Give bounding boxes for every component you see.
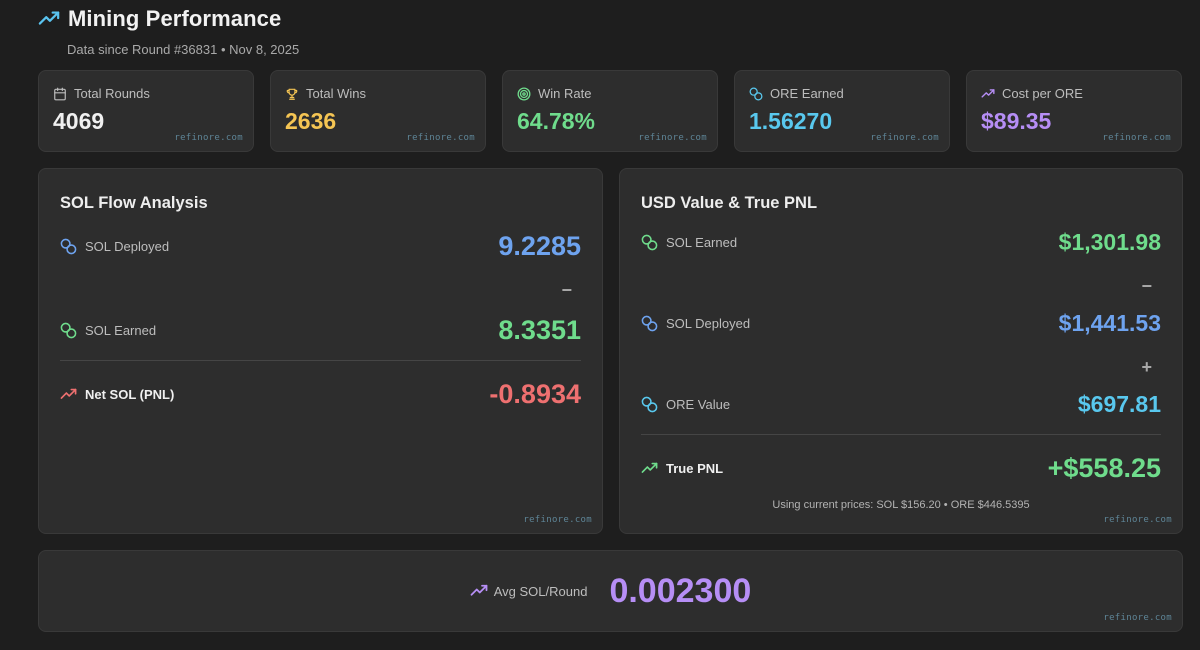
watermark: refinore.com	[870, 133, 939, 143]
net-sol-row: Net SOL (PNL) -0.8934	[60, 379, 581, 410]
trophy-icon	[285, 87, 299, 101]
sol-deployed-row: SOL Deployed 9.2285	[60, 231, 581, 262]
stat-card-cost-per-ore: Cost per ORE $89.35 refinore.com	[966, 70, 1182, 152]
page-header: Mining Performance Data since Round #368…	[38, 6, 299, 57]
row-label: SOL Deployed	[85, 239, 170, 254]
coins-icon	[641, 234, 658, 251]
coins-icon	[60, 238, 77, 255]
usd-sol-deployed-row: SOL Deployed $1,441.53	[641, 310, 1161, 337]
stat-label: Total Wins	[306, 86, 366, 101]
coins-icon	[60, 322, 77, 339]
watermark: refinore.com	[1103, 613, 1172, 623]
page-title: Mining Performance	[68, 6, 282, 31]
sol-deployed-value: 9.2285	[498, 231, 581, 261]
watermark: refinore.com	[638, 133, 707, 143]
stat-value-total-rounds: 4069	[53, 108, 105, 134]
stat-value-win-rate: 64.78%	[517, 108, 596, 134]
coins-icon	[749, 87, 763, 101]
coins-icon	[641, 315, 658, 332]
sol-earned-row: SOL Earned 8.3351	[60, 315, 581, 346]
usd-sol-deployed-value: $1,441.53	[1058, 310, 1161, 336]
divider	[60, 360, 581, 361]
coins-icon	[641, 396, 658, 413]
avg-sol-value: 0.002300	[609, 571, 752, 610]
stat-label: Cost per ORE	[1002, 86, 1083, 101]
stat-label: ORE Earned	[770, 86, 844, 101]
sol-flow-card: SOL Flow Analysis SOL Deployed 9.2285 − …	[38, 168, 603, 534]
stat-card-total-rounds: Total Rounds 4069 refinore.com	[38, 70, 254, 152]
watermark: refinore.com	[523, 515, 592, 525]
trending-up-icon	[60, 386, 77, 403]
trending-up-icon	[38, 8, 60, 30]
divider	[641, 434, 1161, 435]
row-label: SOL Earned	[666, 235, 738, 250]
row-label: True PNL	[666, 461, 724, 476]
price-footnote: Using current prices: SOL $156.20 • ORE …	[772, 499, 1030, 511]
watermark: refinore.com	[1103, 515, 1172, 525]
stat-label: Win Rate	[538, 86, 592, 101]
stat-value-cost-per-ore: $89.35	[981, 108, 1052, 134]
true-pnl-value: +$558.25	[1047, 453, 1161, 483]
ore-value-row: ORE Value $697.81	[641, 391, 1161, 418]
ore-value-value: $697.81	[1077, 391, 1161, 417]
avg-sol-card: Avg SOL/Round 0.002300 refinore.com	[38, 550, 1183, 632]
avg-sol-label: Avg SOL/Round	[493, 583, 588, 599]
stat-value-total-wins: 2636	[285, 108, 337, 134]
stat-label: Total Rounds	[74, 86, 150, 101]
plus-operator: +	[1141, 357, 1152, 377]
usd-pnl-card: USD Value & True PNL SOL Earned $1,301.9…	[619, 168, 1183, 534]
row-label: SOL Deployed	[666, 316, 751, 331]
trending-up-icon	[470, 582, 488, 600]
section-title: SOL Flow Analysis	[60, 194, 208, 212]
watermark: refinore.com	[1102, 133, 1171, 143]
row-label: SOL Earned	[85, 323, 157, 338]
calendar-icon	[53, 87, 67, 101]
section-title: USD Value & True PNL	[641, 194, 818, 212]
stat-card-win-rate: Win Rate 64.78% refinore.com	[502, 70, 718, 152]
true-pnl-row: True PNL +$558.25	[641, 453, 1161, 484]
target-icon	[517, 87, 531, 101]
row-label: ORE Value	[666, 397, 731, 412]
trending-up-icon	[641, 460, 658, 477]
usd-sol-earned-value: $1,301.98	[1058, 229, 1161, 255]
trending-up-icon	[981, 87, 995, 101]
minus-operator: −	[1141, 276, 1152, 296]
page-subtitle: Data since Round #36831 • Nov 8, 2025	[67, 42, 300, 57]
usd-sol-earned-row: SOL Earned $1,301.98	[641, 229, 1161, 256]
minus-operator: −	[561, 280, 572, 300]
net-sol-value: -0.8934	[489, 379, 581, 409]
watermark: refinore.com	[174, 133, 243, 143]
stat-value-ore-earned: 1.56270	[749, 108, 833, 134]
sol-earned-value: 8.3351	[498, 315, 581, 345]
stat-card-ore-earned: ORE Earned 1.56270 refinore.com	[734, 70, 950, 152]
row-label: Net SOL (PNL)	[85, 387, 175, 402]
stat-card-total-wins: Total Wins 2636 refinore.com	[270, 70, 486, 152]
watermark: refinore.com	[406, 133, 475, 143]
